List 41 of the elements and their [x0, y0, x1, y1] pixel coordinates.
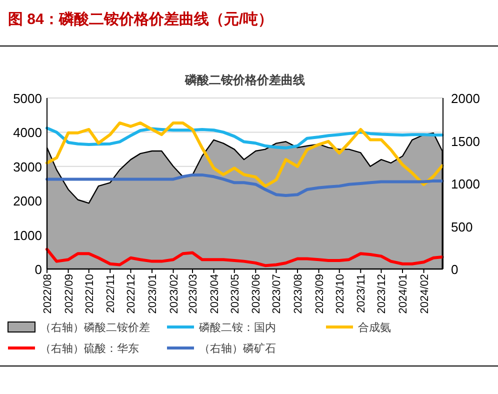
legend-label: （右轴）硫酸：华东 [40, 342, 139, 355]
x-tick-label: 2023/01 [147, 274, 160, 314]
y2-tick-label: 2000 [451, 91, 480, 106]
x-tick-label: 2023/08 [292, 274, 305, 314]
x-tick-label: 2023/12 [376, 274, 388, 314]
y2-tick-label: 0 [451, 262, 458, 277]
y-tick-label: 1000 [13, 228, 42, 243]
x-tick-label: 2022/09 [63, 274, 76, 314]
x-tick-label: 2023/10 [334, 274, 346, 314]
y-tick-label: 2000 [13, 194, 42, 209]
x-tick-label: 2023/04 [208, 274, 221, 314]
title: 图 84：磷酸二铵价格价差曲线（元/吨） [8, 11, 274, 28]
line-series [46, 173, 444, 197]
x-tick-label: 2022/08 [42, 274, 54, 314]
x-tick-label: 2023/03 [187, 274, 200, 314]
x-tick-label: 2022/11 [105, 274, 118, 313]
x-tick-label: 2024/02 [418, 274, 431, 314]
y-tick-label: 5000 [13, 91, 42, 106]
legend-label: （右轴）磷矿石 [199, 342, 276, 355]
legend-label: 磷酸二铵：国内 [198, 321, 276, 334]
x-tick-label: 2022/12 [126, 274, 138, 314]
y2-tick-label: 500 [451, 219, 473, 234]
chart-subtitle: 磷酸二铵价格价差曲线 [184, 73, 305, 87]
line-series [46, 121, 444, 188]
x-tick-label: 2023/09 [314, 274, 326, 314]
x-tick-label: 2022/10 [84, 274, 96, 314]
x-tick-label: 2023/02 [168, 274, 180, 314]
y-tick-label: 0 [34, 262, 42, 277]
line-series [46, 126, 444, 150]
line-series [46, 248, 444, 268]
y2-tick-label: 1000 [451, 176, 480, 192]
y-tick-label: 3000 [13, 159, 42, 174]
x-tick-label: 2023/06 [250, 274, 263, 314]
x-tick-label: 2023/05 [229, 274, 242, 314]
x-tick-label: 2024/01 [398, 274, 410, 314]
x-tick-label: 2023/07 [271, 274, 284, 314]
y2-tick-label: 1500 [451, 134, 480, 149]
legend-label: 合成氨 [358, 321, 391, 334]
x-tick-label: 2023/11 [356, 274, 368, 313]
legend-label: （右轴）磷酸二铵价差 [40, 321, 150, 334]
y-tick-label: 4000 [13, 125, 42, 140]
